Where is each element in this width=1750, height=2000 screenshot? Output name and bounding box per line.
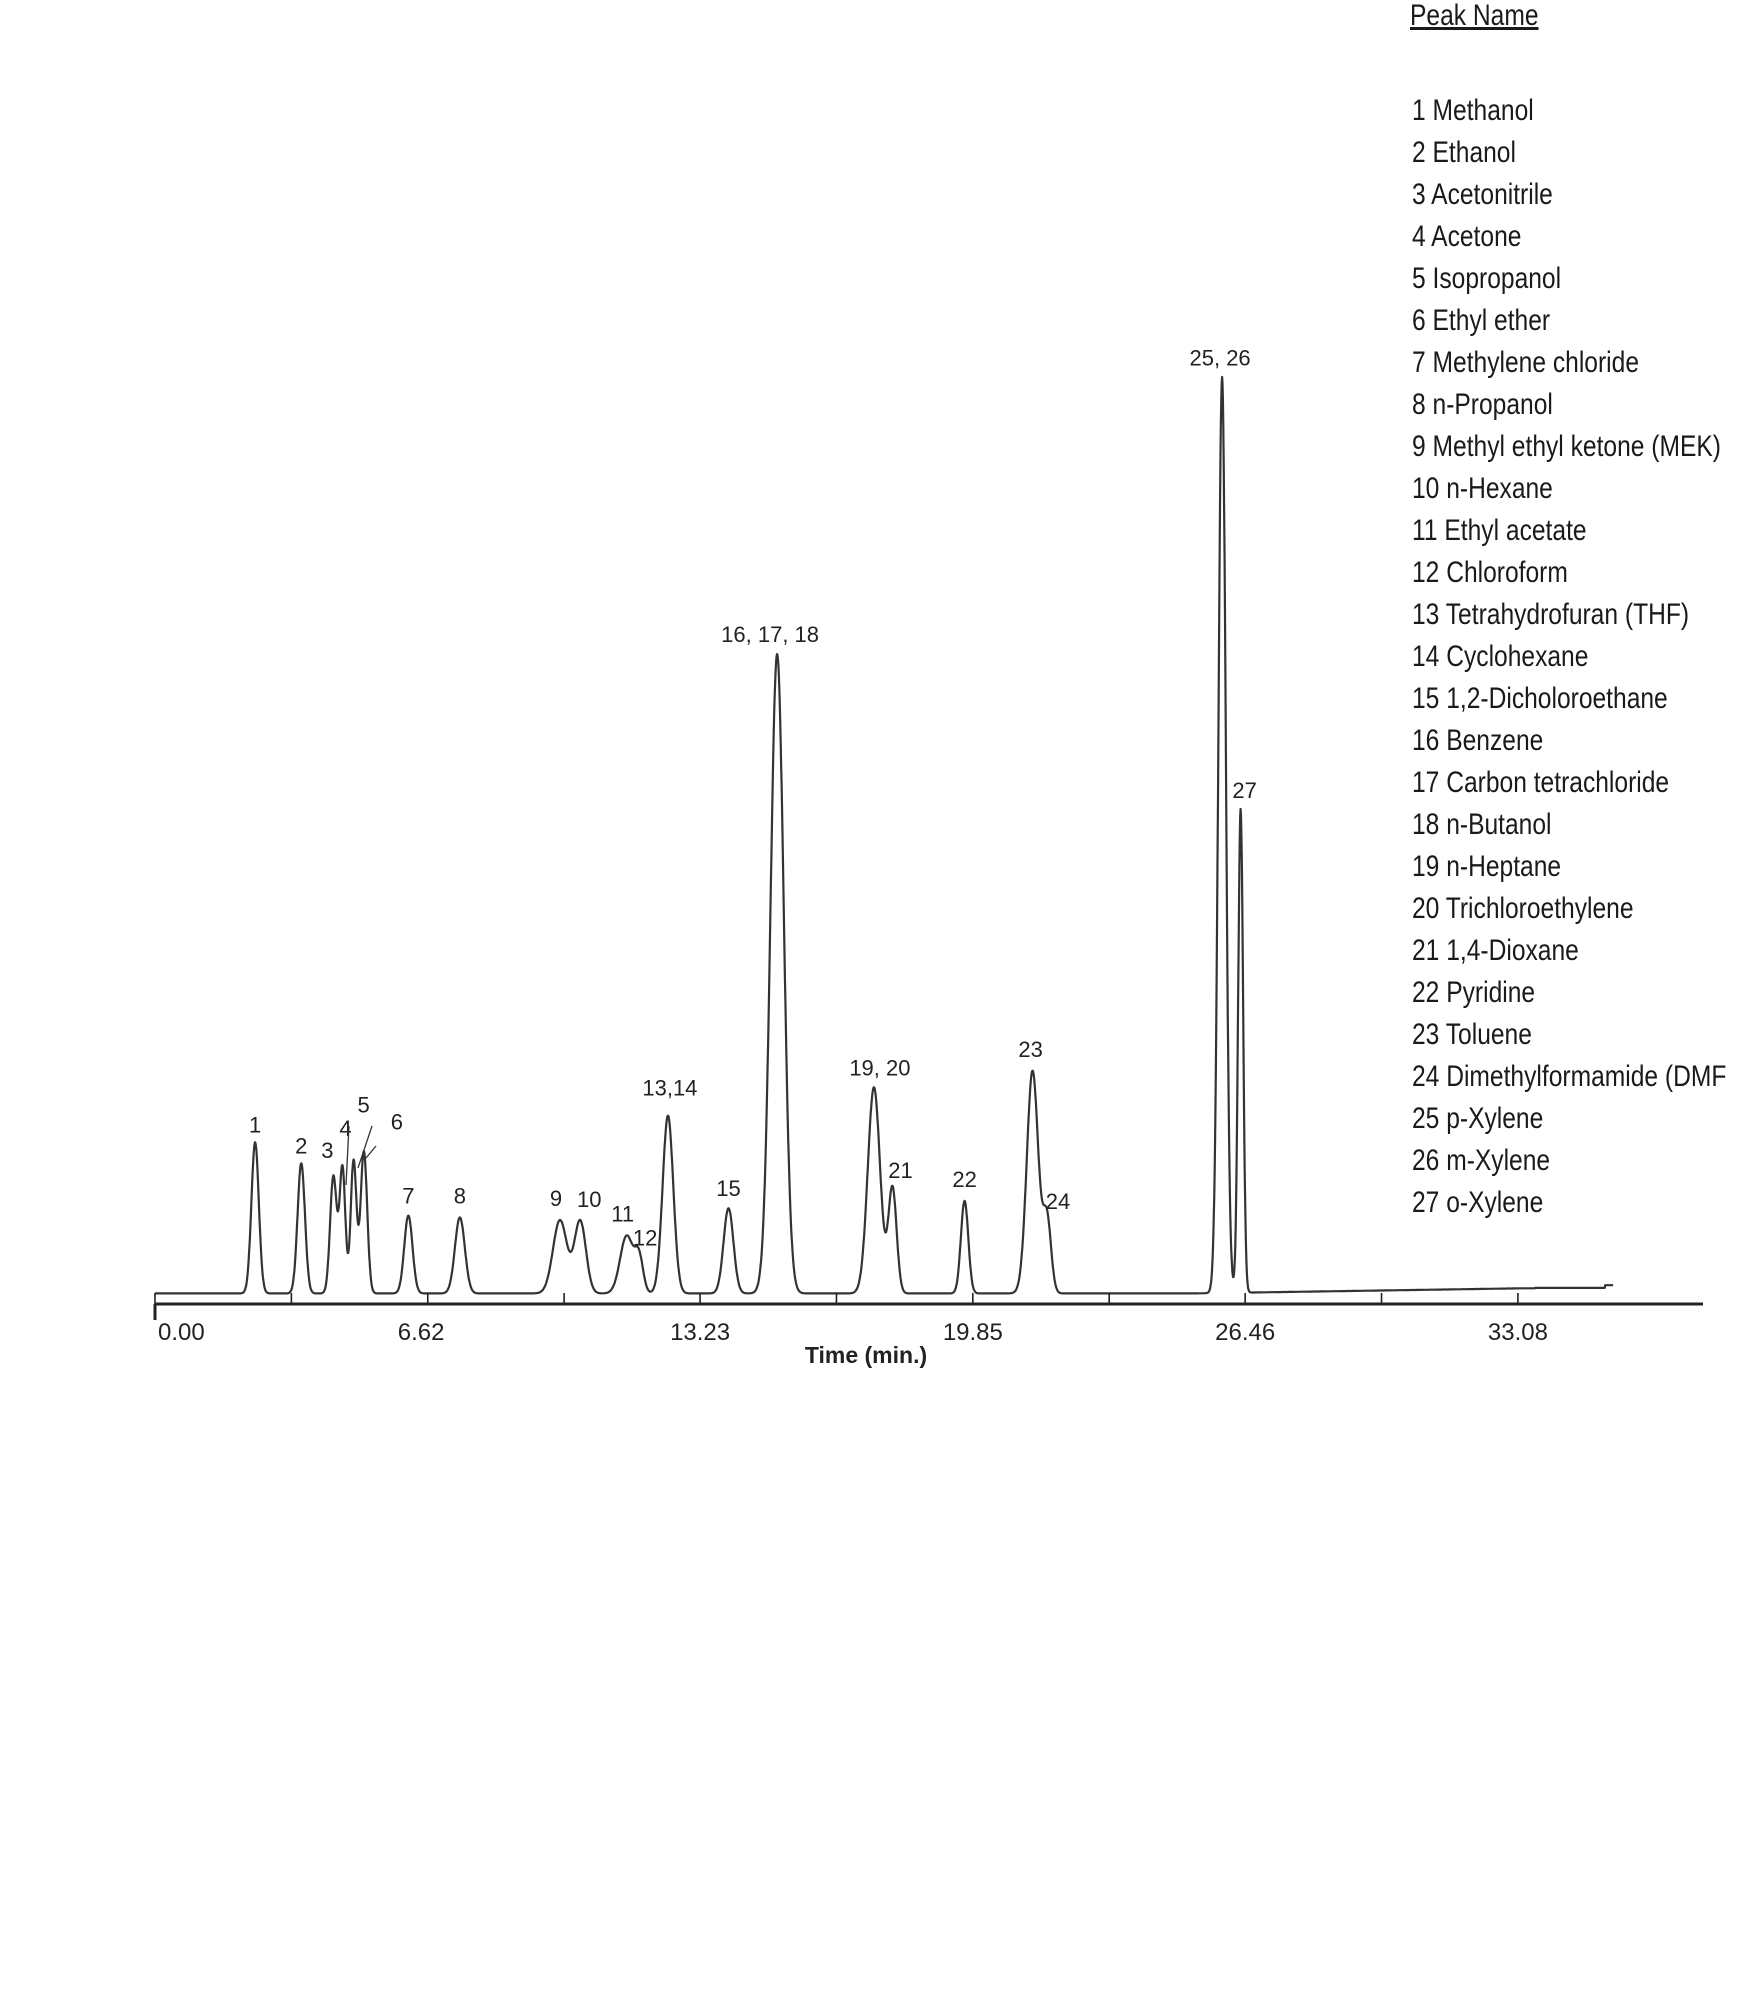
legend-entry: 16 Benzene: [1412, 724, 1544, 757]
peak-label: 13,14: [642, 1076, 697, 1101]
legend-entry: 21 1,4-Dioxane: [1412, 934, 1579, 967]
legend-entry: 11 Ethyl acetate: [1412, 514, 1587, 547]
x-tick-label: 26.46: [1215, 1319, 1275, 1346]
legend-entry: 24 Dimethylformamide (DMF: [1412, 1060, 1727, 1093]
legend-entry: 18 n-Butanol: [1412, 808, 1552, 841]
legend-entry: 4 Acetone: [1412, 220, 1522, 253]
x-axis-title: Time (min.): [805, 1342, 927, 1368]
peak-label: 23: [1018, 1037, 1042, 1062]
legend-entry: 3 Acetonitrile: [1412, 178, 1553, 211]
peak-label: 11: [611, 1202, 634, 1227]
x-tick-label: 6.62: [398, 1319, 445, 1346]
legend-entry: 27 o-Xylene: [1412, 1186, 1544, 1219]
peak-label: 21: [888, 1158, 912, 1183]
peak-label: 1: [249, 1112, 261, 1137]
peak-label: 9: [550, 1186, 562, 1211]
legend-entry: 2 Ethanol: [1412, 136, 1516, 169]
peak-label: 27: [1232, 778, 1256, 803]
legend-entry: 17 Carbon tetrachloride: [1412, 766, 1670, 799]
legend-entry: 13 Tetrahydrofuran (THF): [1412, 598, 1690, 631]
legend-entry: 1 Methanol: [1412, 94, 1534, 127]
legend-entry: 22 Pyridine: [1412, 976, 1536, 1009]
peak-label: 4: [339, 1116, 351, 1141]
legend-entry: 5 Isopropanol: [1412, 262, 1562, 295]
legend-title: Peak Name: [1410, 0, 1539, 32]
peak-label: 2: [295, 1133, 307, 1158]
x-axis-line: [153, 1302, 1703, 1320]
peak-label: 12: [633, 1226, 657, 1251]
legend-list: 1 Methanol 2 Ethanol 3 Acetonitrile 4 Aceto…: [1412, 90, 1750, 1224]
peak-label: 6: [391, 1109, 403, 1134]
peak-label: 7: [402, 1184, 414, 1209]
legend-entry: 23 Toluene: [1412, 1018, 1532, 1051]
peak-5-leader-line: [357, 1125, 373, 1169]
legend-entry: 8 n-Propanol: [1412, 388, 1553, 421]
peak-label: 10: [577, 1187, 601, 1212]
legend-entry: 12 Chloroform: [1412, 556, 1568, 589]
peak-legend: Peak Name 1 Methanol 2 Ethanol 3 Acetonitr…: [1410, 0, 1750, 1219]
legend-entry: 26 m-Xylene: [1412, 1144, 1551, 1177]
chromatogram-trace: [154, 375, 1614, 1295]
x-axis: [153, 1302, 1703, 1320]
peak-label: 22: [952, 1167, 976, 1192]
peak-label: 8: [454, 1183, 466, 1208]
peak-label: 3: [321, 1138, 333, 1163]
legend-entry: 25 p-Xylene: [1412, 1102, 1544, 1135]
peak-label: 16, 17, 18: [721, 622, 819, 647]
legend-entry: 19 n-Heptane: [1412, 850, 1562, 883]
peak-label: 5: [357, 1093, 369, 1118]
x-tick-label: 33.08: [1488, 1319, 1548, 1346]
legend-entry: 14 Cyclohexane: [1412, 640, 1589, 673]
peak-label: 25, 26: [1190, 345, 1251, 370]
legend-entry: 6 Ethyl ether: [1412, 304, 1551, 337]
peak-label: 19, 20: [849, 1055, 910, 1080]
x-axis-ticks: 0.00 6.62 13.23 19.85 26.46 33.08: [154, 1293, 1548, 1346]
x-tick-label: 19.85: [943, 1319, 1003, 1346]
legend-entry: 10 n-Hexane: [1412, 472, 1553, 505]
x-tick-label: 0.00: [158, 1319, 205, 1346]
legend-entry: 15 1,2-Dicholoroethane: [1412, 682, 1668, 715]
peak-label: 15: [716, 1176, 740, 1201]
x-tick-label: 13.23: [670, 1319, 730, 1346]
legend-entry: 20 Trichloroethylene: [1412, 892, 1634, 925]
peak-4-leader-line: [345, 1125, 350, 1186]
peak-6-leader-line: [365, 1145, 377, 1159]
legend-entry: 9 Methyl ethyl ketone (MEK): [1412, 430, 1721, 463]
peak-leader-lines: [345, 1125, 377, 1186]
peak-label: 24: [1046, 1189, 1070, 1214]
legend-entry: 7 Methylene chloride: [1412, 346, 1639, 379]
